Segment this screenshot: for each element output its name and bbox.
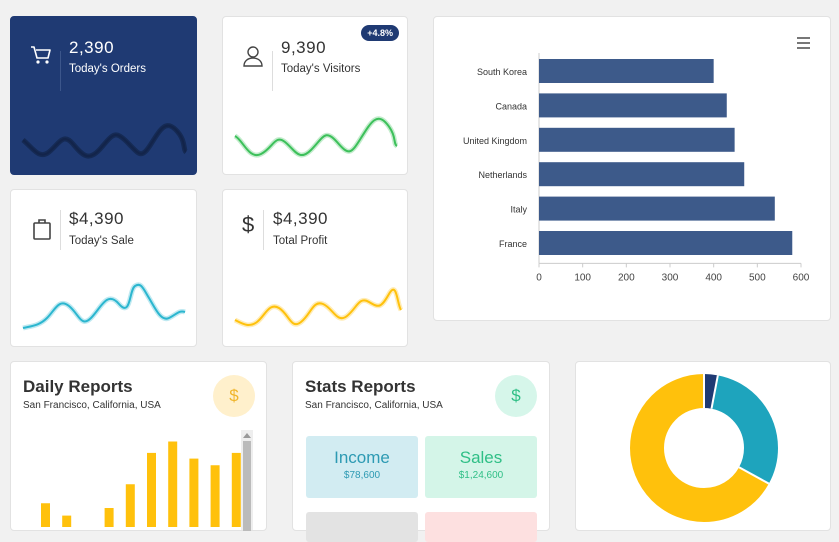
- bar[interactable]: [147, 452, 156, 527]
- stat-label: Total Profit: [273, 235, 328, 247]
- stat-label: Today's Sale: [69, 235, 134, 247]
- stat-divider: [272, 51, 273, 91]
- bar[interactable]: [62, 515, 72, 527]
- scrollbar-thumb[interactable]: [243, 441, 251, 531]
- bar[interactable]: [539, 127, 735, 152]
- sales-tile[interactable]: Sales $1,24,600: [425, 436, 537, 498]
- slice-separator: [738, 466, 770, 485]
- dollar-coin-icon: $: [495, 375, 537, 417]
- stats-tile[interactable]: [306, 512, 418, 542]
- bar[interactable]: [210, 465, 220, 527]
- profit-card: $ $4,390 Total Profit: [222, 189, 408, 347]
- report-title: Stats Reports: [305, 377, 416, 396]
- country-bar-chart: South Korea Canada United Kingdom Netherlan…: [463, 53, 810, 283]
- visitors-sparkline: [233, 116, 399, 158]
- bar[interactable]: [189, 458, 199, 527]
- profit-sparkline: [233, 287, 404, 328]
- hamburger-menu-icon[interactable]: [797, 37, 810, 52]
- scroll-up-arrow[interactable]: [243, 433, 251, 438]
- y-tick-label: Canada: [495, 101, 527, 111]
- scrollbar-track[interactable]: [241, 430, 253, 531]
- dollar-coin-icon: $: [213, 375, 255, 417]
- bar[interactable]: [539, 196, 775, 221]
- y-tick-label: South Korea: [477, 67, 527, 77]
- report-title: Daily Reports: [23, 377, 133, 396]
- report-location: San Francisco, California, USA: [23, 400, 161, 411]
- shopping-bag-icon: [32, 218, 52, 245]
- daily-reports-card: Daily Reports San Francisco, California,…: [10, 361, 267, 531]
- orders-card: 2,390 Today's Orders: [10, 16, 197, 175]
- bar[interactable]: [539, 59, 714, 83]
- income-label: Income: [334, 448, 390, 467]
- bar[interactable]: [539, 93, 727, 118]
- y-tick-label: France: [499, 239, 527, 249]
- bar[interactable]: [231, 452, 241, 527]
- bar[interactable]: [168, 441, 178, 528]
- x-tick-label: 400: [705, 272, 722, 283]
- x-tick-label: 100: [574, 272, 591, 283]
- bar[interactable]: [41, 503, 50, 527]
- stat-divider: [60, 51, 61, 91]
- income-tile[interactable]: Income $78,600: [306, 436, 418, 498]
- sales-value: $1,24,600: [458, 470, 504, 481]
- stat-value: $4,390: [273, 209, 328, 228]
- cart-icon: [29, 44, 53, 71]
- x-tick-label: 500: [749, 272, 766, 283]
- x-tick-label: 200: [618, 272, 635, 283]
- sale-sparkline: [22, 282, 186, 331]
- growth-badge: +4.8%: [361, 25, 399, 41]
- daily-bar-chart: [41, 441, 241, 528]
- x-tick-label: 0: [536, 272, 542, 283]
- slice-separator: [710, 375, 719, 409]
- stat-value: $4,390: [69, 209, 124, 228]
- country-bar-chart-card: South Korea Canada United Kingdom Netherlan…: [433, 16, 831, 321]
- visitors-card: +4.8% 9,390 Today's Visitors: [222, 16, 408, 175]
- income-value: $78,600: [343, 470, 381, 481]
- donut-slice[interactable]: [630, 374, 778, 522]
- bar[interactable]: [125, 484, 135, 527]
- donut-chart-card: [575, 361, 831, 531]
- bar[interactable]: [104, 508, 114, 527]
- bar[interactable]: [539, 162, 745, 187]
- stat-divider: [60, 210, 61, 250]
- stat-label: Today's Orders: [69, 63, 146, 75]
- stats-tile[interactable]: [425, 512, 537, 542]
- stat-value: 9,390: [281, 38, 327, 57]
- sale-card: $4,390 Today's Sale: [10, 189, 197, 347]
- sales-label: Sales: [459, 448, 503, 467]
- x-tick-label: 300: [662, 272, 679, 283]
- stat-label: Today's Visitors: [281, 63, 361, 75]
- x-tick-label: 600: [793, 272, 810, 283]
- stat-value: 2,390: [69, 38, 115, 57]
- report-location: San Francisco, California, USA: [305, 400, 443, 411]
- bar[interactable]: [539, 231, 793, 255]
- y-tick-label: United Kingdom: [463, 136, 527, 146]
- orders-sparkline: [21, 123, 188, 159]
- stats-reports-card: Stats Reports San Francisco, California,…: [292, 361, 550, 542]
- dollar-icon: $: [242, 212, 255, 237]
- user-icon: [241, 44, 265, 73]
- y-tick-label: Netherlands: [478, 170, 527, 180]
- donut-chart: [630, 374, 778, 522]
- stat-divider: [263, 210, 264, 250]
- y-tick-label: Italy: [510, 205, 527, 215]
